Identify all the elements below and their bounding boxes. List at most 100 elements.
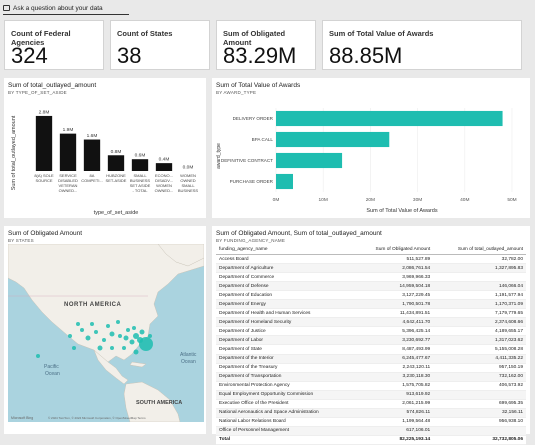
state-bubble[interactable] [126, 328, 130, 332]
table-row[interactable]: Environmental Protection Agency 1,575,705… [216, 381, 526, 391]
table-row[interactable]: Department of State 8,487,493.99 5,155,008… [216, 344, 526, 355]
x-tick-label: 10M [319, 197, 328, 203]
table-row[interactable]: National Aeronautics and Space Administr… [216, 408, 526, 418]
state-bubble[interactable] [118, 334, 122, 338]
table-row[interactable]: Department of the Interior 6,245,477.67 4,… [216, 354, 526, 364]
table-row[interactable]: Department of Transportation 3,230,118.30… [216, 372, 526, 382]
table-row[interactable]: Office of Personnel Management 617,106.01 [216, 426, 526, 436]
category-tick-label: OWNED... [155, 188, 174, 193]
outlayed-cell: 1,317,023.62 [433, 335, 526, 346]
table-row[interactable]: Department of Agriculture 2,086,761.54 1,3… [216, 263, 526, 274]
obligated-cell: 3,969,966.33 [354, 272, 434, 283]
state-bubble[interactable] [97, 345, 103, 351]
state-bubble[interactable] [109, 331, 115, 337]
agency-cell: Department of Health and Human Services [216, 308, 355, 319]
table-row[interactable]: Department of Defense 14,959,504.18 146,06… [216, 281, 526, 292]
card-label: Sum of Total Value of Awards [329, 29, 434, 38]
x-axis-label: type_of_set_aside [94, 210, 139, 216]
state-bubble[interactable] [137, 337, 143, 343]
agency-cell: Equal Employment Opportunity Commission [216, 390, 355, 400]
agency-table-panel[interactable]: Sum of Obligated Amount, Sum of total_ou… [212, 226, 530, 445]
bar[interactable] [276, 110, 503, 127]
table-row[interactable]: National Labor Relations Board 1,199,564.… [216, 417, 526, 427]
state-bubble[interactable] [133, 349, 139, 355]
table-row[interactable]: Department of Labor 3,230,692.77 1,317,023… [216, 335, 526, 346]
table-row[interactable]: Department of the Treasury 2,243,120.11 95… [216, 363, 526, 373]
bar[interactable] [155, 163, 173, 171]
state-bubble[interactable] [148, 334, 152, 338]
category-tick-label: SET ASIDE [130, 183, 151, 188]
bar[interactable] [131, 159, 149, 171]
x-axis-label: Sum of Total Value of Awards [366, 208, 437, 214]
map-canvas[interactable]: NORTH AMERICA SOUTH AMERICA Pacific Ocea… [8, 244, 204, 422]
obligated-cell: 2,086,761.54 [354, 263, 434, 274]
outlayed-cell: 4,411,335.22 [433, 354, 526, 364]
ask-question-label: Ask a question about your data [13, 4, 103, 12]
state-bubble[interactable] [122, 346, 126, 350]
state-bubble[interactable] [90, 322, 94, 326]
col-header-outlayed[interactable]: Sum of total_outlayed_amount [433, 244, 526, 255]
category-tick-label: BPA CALL [252, 137, 274, 142]
table-row[interactable]: Department of Health and Human Services 1… [216, 308, 526, 319]
obligated-cell: 6,245,477.67 [354, 354, 434, 364]
category-tick-label: BUSINESS [178, 188, 199, 193]
agency-cell: Department of the Treasury [216, 363, 355, 373]
bar[interactable] [276, 173, 293, 190]
bar[interactable] [59, 133, 77, 171]
outlayed-cell: 1,170,371.09 [433, 299, 526, 310]
state-bubble[interactable] [133, 333, 139, 339]
state-bubble[interactable] [123, 335, 129, 341]
state-bubble[interactable] [94, 330, 98, 334]
table-row[interactable]: Department of Homeland Security 4,642,411… [216, 317, 526, 328]
bar[interactable] [83, 139, 101, 171]
data-label: 0.4M [159, 157, 170, 163]
table-row[interactable]: Executive Office of the President 2,061,2… [216, 399, 526, 409]
state-bubble[interactable] [139, 329, 145, 335]
table-row[interactable]: Equal Employment Opportunity Commission 9… [216, 390, 526, 400]
table-row[interactable]: Department of Justice 5,396,425.14 4,189,6… [216, 326, 526, 337]
chart-subtitle: BY TYPE_OF_SET_ASIDE [8, 90, 67, 95]
table-row[interactable]: Access Board 511,527.89 32,782.00 [216, 254, 526, 265]
table-row[interactable]: Department of Energy 1,790,501.78 1,170,37… [216, 299, 526, 310]
state-bubble[interactable] [102, 338, 106, 342]
x-tick-label: 30M [413, 197, 422, 203]
col-header-obligated[interactable]: Sum of Obligated Amount [354, 244, 434, 255]
bar[interactable] [35, 115, 53, 171]
agency-table: funding_agency_name Sum of Obligated Amo… [216, 244, 526, 445]
state-bubble[interactable] [76, 322, 80, 326]
state-bubble[interactable] [116, 320, 120, 324]
table-row[interactable]: Department of Commerce 3,969,966.33 [216, 272, 526, 283]
card-value: 324 [11, 43, 48, 68]
state-bubble[interactable] [129, 339, 135, 345]
agency-cell: Department of Education [216, 290, 355, 301]
state-bubble[interactable] [85, 335, 91, 341]
outlayed-cell: 4,189,655.17 [433, 326, 526, 337]
awards-chart-panel[interactable]: Sum of Total Value of Awards BY AWARD_TY… [212, 78, 530, 218]
ask-question-bar[interactable]: Ask a question about your data [3, 2, 129, 15]
state-bubble[interactable] [72, 346, 76, 350]
state-bubble[interactable] [36, 354, 40, 358]
outlayed-cell: 732,162.00 [433, 372, 526, 382]
map-svg: NORTH AMERICA SOUTH AMERICA Pacific Ocea… [8, 244, 204, 422]
bar[interactable] [107, 155, 125, 171]
bar[interactable] [276, 152, 343, 169]
y-axis-label: Sum of total_outlayed_amount [11, 115, 17, 190]
state-bubble[interactable] [80, 328, 84, 332]
card-value: 83.29M [223, 43, 297, 68]
card-total-value-awards: Sum of Total Value of Awards 88.85M [322, 20, 522, 70]
col-header-agency[interactable]: funding_agency_name [216, 244, 355, 255]
cuba-island [129, 361, 147, 368]
map-panel[interactable]: Sum of Obligated Amount BY STATES NORTH … [4, 226, 206, 434]
outlay-chart-panel[interactable]: Sum of total_outlayed_amount BY TYPE_OF_… [4, 78, 206, 218]
card-label: Sum of Obligated Amount [223, 29, 286, 47]
state-bubble[interactable] [68, 334, 72, 338]
state-bubble[interactable] [106, 324, 110, 328]
bar[interactable] [276, 131, 390, 148]
table-row[interactable]: Department of Education 3,127,229.45 1,191… [216, 290, 526, 301]
state-bubble[interactable] [110, 346, 114, 350]
card-obligated-amount: Sum of Obligated Amount 83.29M [216, 20, 316, 70]
state-bubble[interactable] [132, 326, 136, 330]
obligated-cell: 5,396,425.14 [354, 326, 434, 337]
outlayed-cell: 32,782.00 [433, 254, 526, 265]
agency-cell: Environmental Protection Agency [216, 381, 355, 391]
